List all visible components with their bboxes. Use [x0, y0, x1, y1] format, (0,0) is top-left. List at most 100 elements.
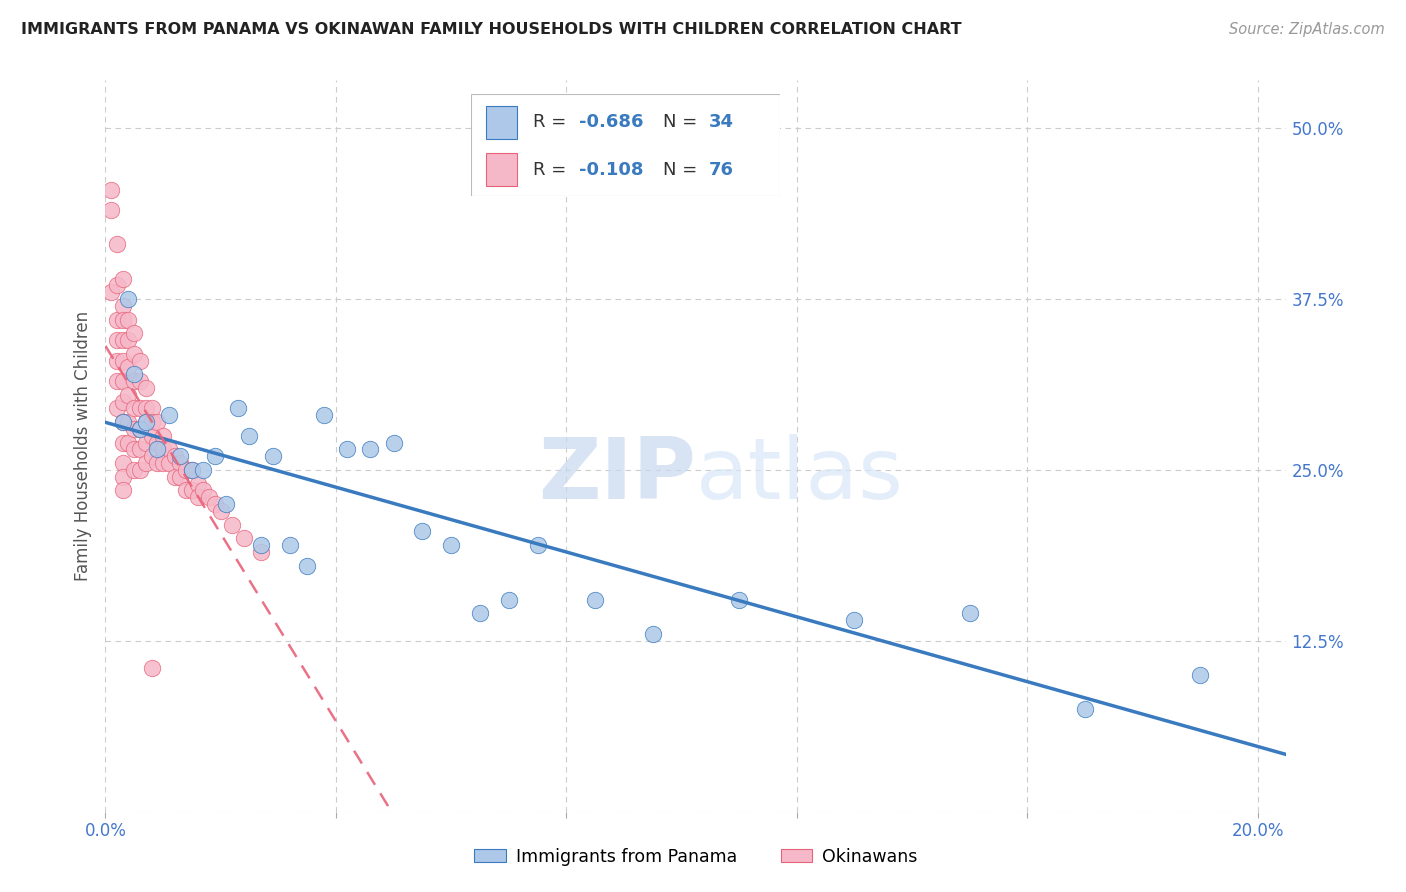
Point — [122, 347, 145, 361]
Point — [111, 299, 134, 313]
Point — [135, 456, 157, 470]
Point — [111, 333, 134, 347]
Point — [122, 368, 145, 382]
Point — [105, 374, 128, 388]
Point — [122, 442, 145, 457]
Point — [157, 409, 180, 423]
Point — [117, 333, 139, 347]
Y-axis label: Family Households with Children: Family Households with Children — [75, 311, 93, 581]
Point — [180, 463, 202, 477]
Point — [295, 558, 318, 573]
Point — [129, 401, 152, 416]
Text: -0.686: -0.686 — [579, 113, 644, 131]
Point — [146, 415, 169, 429]
Point — [105, 237, 128, 252]
Point — [180, 463, 202, 477]
Text: Source: ZipAtlas.com: Source: ZipAtlas.com — [1229, 22, 1385, 37]
Point — [232, 531, 254, 545]
Point — [141, 429, 163, 443]
Point — [180, 483, 202, 498]
Point — [146, 435, 169, 450]
Text: atlas: atlas — [696, 434, 904, 516]
Text: 34: 34 — [709, 113, 734, 131]
Point — [111, 469, 134, 483]
Text: 76: 76 — [709, 161, 734, 178]
Text: ZIP: ZIP — [538, 434, 696, 516]
Point — [157, 442, 180, 457]
Point — [262, 449, 284, 463]
Point — [1189, 668, 1212, 682]
Point — [111, 415, 134, 429]
Point — [117, 360, 139, 375]
Point — [135, 401, 157, 416]
Point — [141, 449, 163, 463]
Point — [111, 483, 134, 498]
Point — [135, 415, 157, 429]
Point — [117, 415, 139, 429]
Point — [105, 278, 128, 293]
Point — [221, 517, 243, 532]
Text: R =: R = — [533, 113, 572, 131]
Point — [141, 401, 163, 416]
Point — [226, 401, 249, 416]
Point — [135, 381, 157, 395]
Point — [122, 422, 145, 436]
Point — [198, 490, 221, 504]
Point — [157, 456, 180, 470]
Text: N =: N = — [662, 113, 703, 131]
Point — [152, 442, 174, 457]
Point — [129, 422, 152, 436]
Point — [111, 271, 134, 285]
Point — [959, 607, 981, 621]
Point — [169, 449, 191, 463]
Text: R =: R = — [533, 161, 572, 178]
Point — [411, 524, 433, 539]
Text: IMMIGRANTS FROM PANAMA VS OKINAWAN FAMILY HOUSEHOLDS WITH CHILDREN CORRELATION C: IMMIGRANTS FROM PANAMA VS OKINAWAN FAMIL… — [21, 22, 962, 37]
Point — [105, 401, 128, 416]
Point — [146, 456, 169, 470]
Point — [1074, 702, 1097, 716]
Point — [152, 429, 174, 443]
Point — [468, 607, 491, 621]
Point — [135, 415, 157, 429]
Point — [336, 442, 359, 457]
Point — [100, 183, 122, 197]
Point — [111, 374, 134, 388]
Point — [129, 353, 152, 368]
Point — [122, 374, 145, 388]
Point — [187, 490, 209, 504]
Point — [278, 538, 301, 552]
Point — [111, 456, 134, 470]
Point — [111, 394, 134, 409]
Point — [498, 592, 520, 607]
Text: -0.108: -0.108 — [579, 161, 644, 178]
Point — [111, 312, 134, 326]
Point — [382, 435, 405, 450]
Point — [152, 456, 174, 470]
Point — [122, 326, 145, 341]
Point — [250, 538, 273, 552]
Point — [122, 401, 145, 416]
Point — [526, 538, 548, 552]
Point — [440, 538, 463, 552]
Point — [728, 592, 751, 607]
Point — [193, 463, 215, 477]
Point — [117, 388, 139, 402]
Point — [238, 429, 260, 443]
Point — [111, 435, 134, 450]
Point — [129, 442, 152, 457]
Point — [105, 312, 128, 326]
Text: N =: N = — [662, 161, 703, 178]
Point — [117, 292, 139, 306]
Point — [146, 442, 169, 457]
Point — [111, 415, 134, 429]
Point — [359, 442, 381, 457]
Point — [641, 627, 664, 641]
Point — [844, 613, 866, 627]
Point — [187, 476, 209, 491]
Point — [117, 435, 139, 450]
Point — [314, 409, 336, 423]
FancyBboxPatch shape — [486, 153, 517, 186]
Point — [174, 463, 197, 477]
Point — [215, 497, 238, 511]
